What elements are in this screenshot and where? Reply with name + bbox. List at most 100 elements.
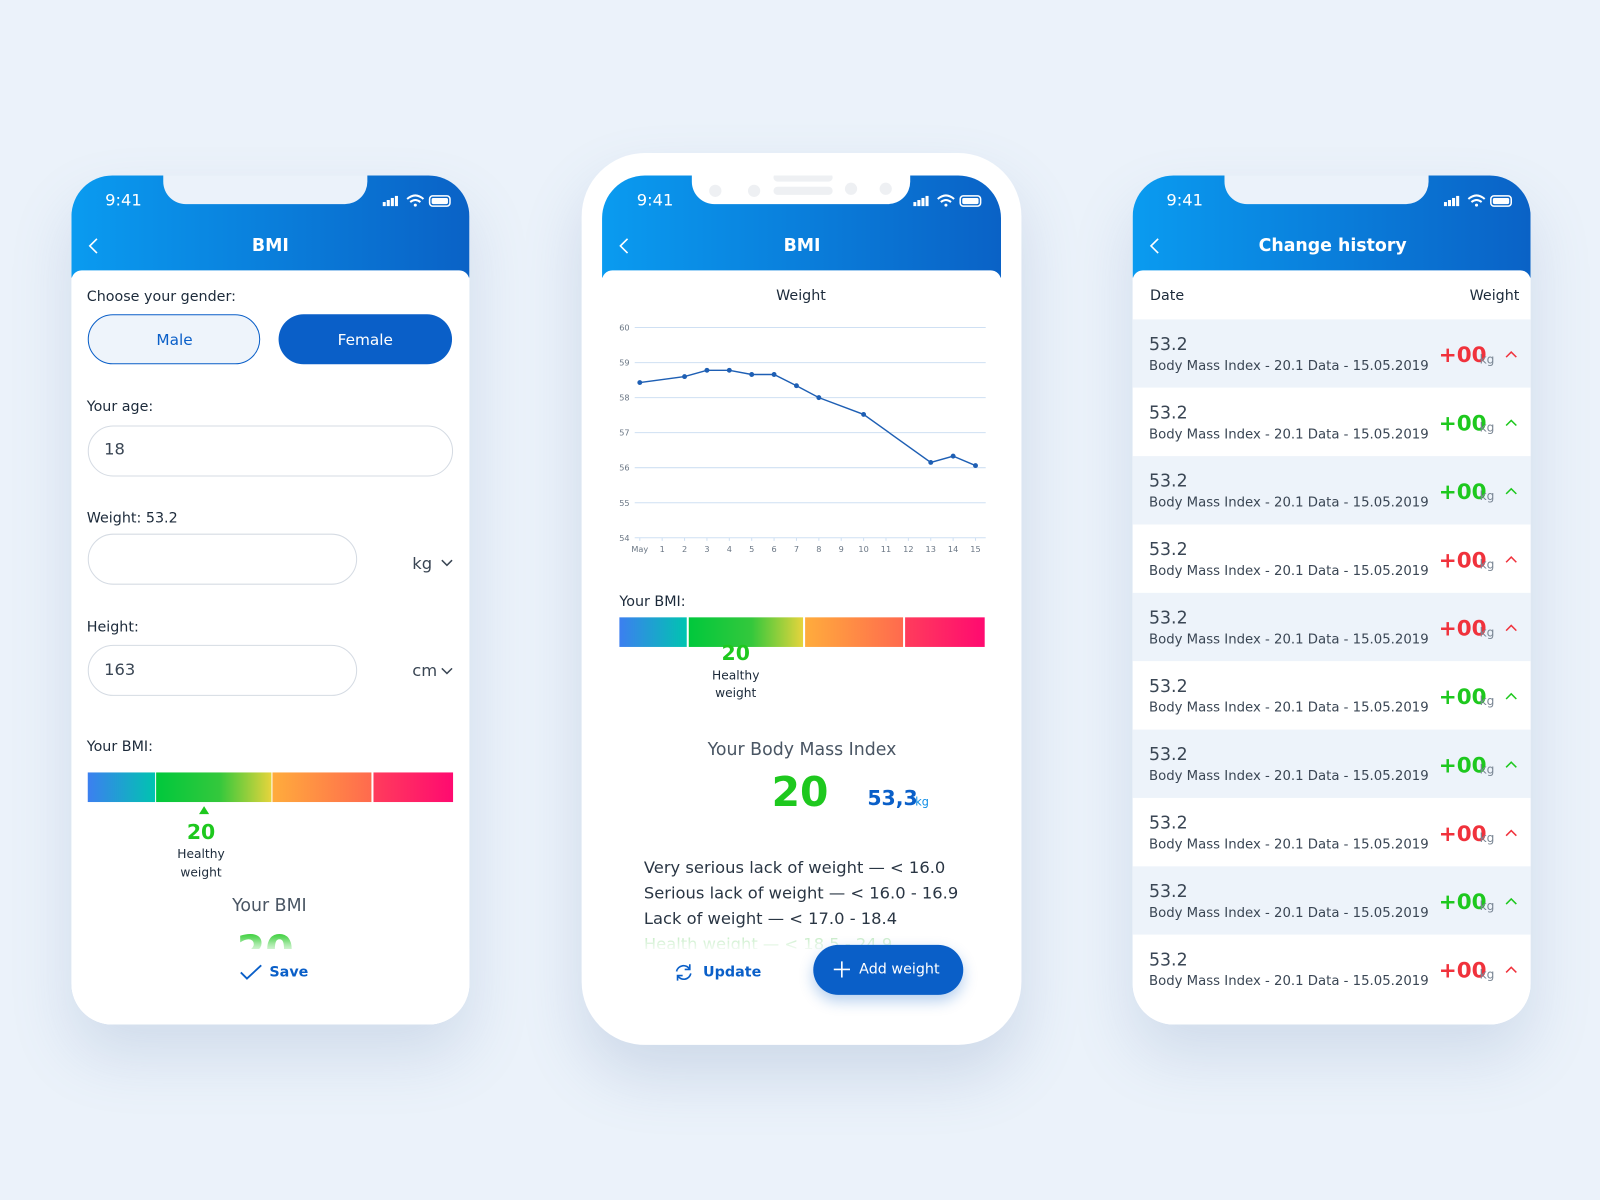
update-button[interactable]: Update bbox=[703, 964, 762, 981]
bmi-scale bbox=[87, 772, 454, 803]
row-weight: 53.2 bbox=[1148, 949, 1188, 971]
row-chevron bbox=[1505, 487, 1517, 495]
row-detail: Body Mass Index - 20.1 Data - 15.05.2019 bbox=[1148, 837, 1429, 853]
history-row[interactable] bbox=[1132, 592, 1531, 662]
weight-unit[interactable]: kg bbox=[412, 553, 433, 573]
update-icon bbox=[675, 964, 692, 981]
index-label: Your Body Mass Index bbox=[707, 739, 897, 761]
range-item: Lack of weight — < 17.0 - 18.4 bbox=[643, 908, 898, 929]
bmi-scale bbox=[619, 617, 985, 647]
content bbox=[71, 270, 470, 1025]
data-point bbox=[726, 367, 732, 373]
row-unit: kg bbox=[1479, 830, 1495, 845]
history-row[interactable] bbox=[1132, 524, 1531, 593]
height-input[interactable] bbox=[87, 644, 358, 696]
index-value: 20 bbox=[771, 769, 829, 817]
male-button[interactable] bbox=[87, 314, 261, 365]
history-row[interactable] bbox=[1132, 934, 1531, 1004]
history-row[interactable] bbox=[1132, 387, 1531, 457]
history-row[interactable] bbox=[1132, 797, 1531, 867]
chevron bbox=[1505, 419, 1517, 427]
row-change: +00 bbox=[1438, 958, 1487, 983]
back-button[interactable] bbox=[87, 237, 101, 255]
row-detail: Body Mass Index - 20.1 Data - 15.05.2019 bbox=[1148, 768, 1429, 785]
data-point bbox=[816, 395, 822, 401]
row-detail: Body Mass Index - 20.1 Data - 15.05.2019 bbox=[1148, 427, 1429, 443]
row-weight: 53.2 bbox=[1148, 608, 1188, 629]
range-item: Very serious lack of weight — < 16.0 bbox=[643, 857, 946, 878]
y-tick-label: 57 bbox=[619, 428, 629, 438]
status-icons bbox=[1443, 194, 1512, 207]
scale-segment bbox=[805, 617, 904, 647]
bmi-category: weight bbox=[715, 685, 757, 700]
history-row[interactable] bbox=[1132, 456, 1531, 525]
y-tick-label: 58 bbox=[619, 393, 629, 403]
row-unit: kg bbox=[1479, 625, 1495, 640]
bmi-category: Healthy bbox=[177, 846, 225, 862]
data-point bbox=[637, 380, 643, 386]
x-tick-label: May bbox=[631, 544, 648, 554]
row-weight: 53.2 bbox=[1148, 334, 1188, 356]
row-chevron bbox=[1505, 624, 1517, 632]
row-weight: 53.2 bbox=[1148, 676, 1188, 697]
save-icon bbox=[240, 964, 262, 980]
weight-input[interactable] bbox=[87, 533, 358, 585]
x-tick-label: 2 bbox=[682, 544, 687, 554]
age-input[interactable] bbox=[87, 425, 454, 477]
history-row[interactable] bbox=[1132, 661, 1531, 730]
back-button[interactable] bbox=[617, 237, 631, 255]
x-tick-label: 8 bbox=[816, 544, 821, 554]
x-tick-label: 15 bbox=[970, 544, 980, 554]
history-row[interactable] bbox=[1132, 866, 1531, 935]
notch bbox=[163, 175, 368, 205]
bmi-label: Your BMI: bbox=[86, 738, 153, 756]
chevron bbox=[1505, 487, 1517, 495]
row-detail: Body Mass Index - 20.1 Data - 15.05.2019 bbox=[1148, 495, 1429, 511]
row-weight: 53.2 bbox=[1148, 881, 1188, 903]
height-value: 163 bbox=[104, 659, 136, 680]
x-tick-label: 5 bbox=[749, 544, 754, 554]
y-tick-label: 54 bbox=[619, 533, 629, 543]
female-label: Female bbox=[337, 330, 393, 349]
row-chevron bbox=[1505, 692, 1517, 700]
sensors bbox=[709, 175, 892, 197]
history-row[interactable] bbox=[1132, 319, 1531, 388]
data-point bbox=[861, 411, 867, 417]
female-button[interactable] bbox=[278, 314, 453, 365]
row-unit: kg bbox=[1479, 762, 1495, 777]
row-unit: kg bbox=[1479, 693, 1495, 709]
phone-history: 9:41 Change history Date Weight 53.2 Body… bbox=[1132, 175, 1531, 1025]
x-tick-label: 10 bbox=[858, 544, 868, 554]
weight-line bbox=[639, 369, 976, 467]
screen: 9:41 BMI Weight 54 55 56 57 58 59 60 May 1 2 3 4 5 6 7… bbox=[602, 175, 1002, 1033]
data-point bbox=[973, 463, 978, 469]
age-value: 18 bbox=[104, 439, 125, 459]
row-change: +00 bbox=[1438, 821, 1487, 846]
row-detail: Body Mass Index - 20.1 Data - 15.05.2019 bbox=[1148, 905, 1429, 921]
back-button[interactable] bbox=[1148, 237, 1162, 255]
y-tick-label: 60 bbox=[619, 323, 629, 333]
scale-segment bbox=[373, 772, 454, 803]
history-row[interactable] bbox=[1132, 729, 1531, 798]
x-tick-label: 11 bbox=[881, 544, 891, 554]
status-time: 9:41 bbox=[636, 190, 674, 210]
data-point bbox=[749, 372, 755, 377]
dropdown-icon bbox=[441, 667, 453, 675]
row-change: +00 bbox=[1438, 479, 1487, 505]
row-change: +00 bbox=[1438, 411, 1487, 436]
row-unit: kg bbox=[1479, 557, 1495, 572]
x-tick-label: 12 bbox=[903, 544, 913, 554]
bmi-pointer bbox=[198, 806, 210, 815]
chart-title: Weight bbox=[776, 287, 826, 305]
row-detail: Body Mass Index - 20.1 Data - 15.05.2019 bbox=[1148, 973, 1429, 990]
row-weight: 53.2 bbox=[1148, 744, 1188, 766]
chevron bbox=[1505, 966, 1517, 973]
save-button[interactable]: Save bbox=[269, 964, 309, 981]
row-weight: 53.2 bbox=[1148, 813, 1188, 834]
row-detail: Body Mass Index - 20.1 Data - 15.05.2019 bbox=[1148, 563, 1429, 580]
bmi-value: 20 bbox=[721, 640, 750, 666]
data-point bbox=[950, 453, 956, 459]
height-unit[interactable]: cm bbox=[412, 660, 438, 681]
